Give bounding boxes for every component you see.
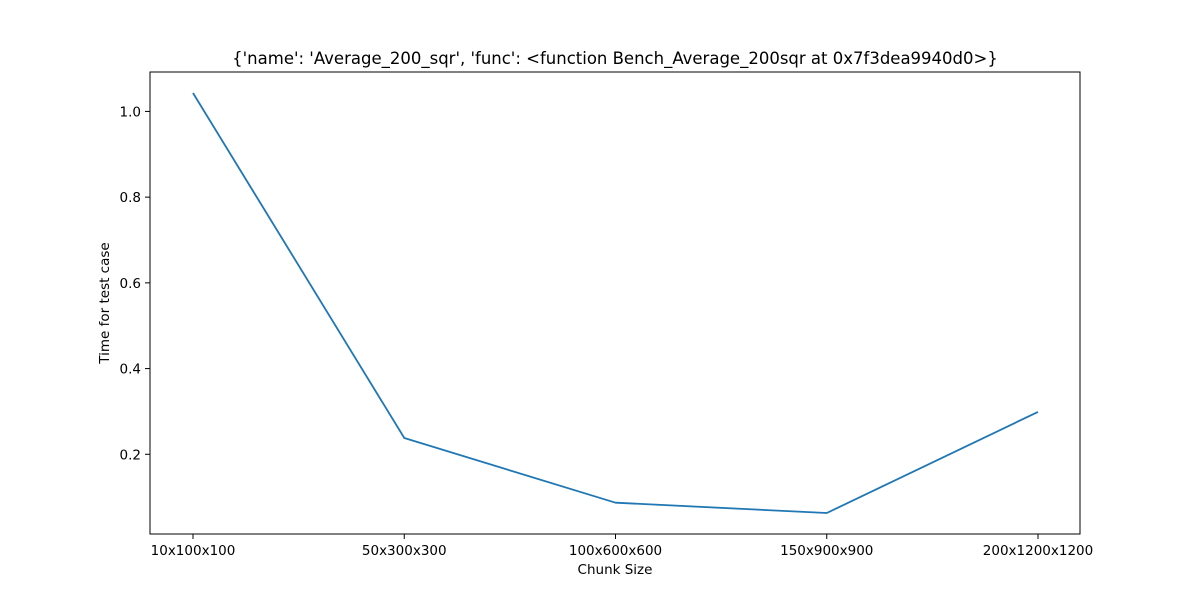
x-tick-label: 50x300x300 xyxy=(362,543,447,559)
x-axis-ticks: 10x100x100 50x300x300 100x600x600 150x900x9… xyxy=(151,534,1093,559)
series-line xyxy=(192,92,1039,514)
x-tick-label: 10x100x100 xyxy=(151,543,236,559)
y-tick-label: 1.0 xyxy=(120,104,141,120)
series-layer xyxy=(192,92,1039,514)
x-axis-label: Chunk Size xyxy=(578,562,653,578)
x-tick-label: 200x1200x1200 xyxy=(983,543,1093,559)
y-axis-label: Time for test case xyxy=(97,242,113,364)
x-tick-label: 150x900x900 xyxy=(780,543,873,559)
x-tick-label: 100x600x600 xyxy=(569,543,662,559)
y-tick-label: 0.6 xyxy=(120,276,141,292)
chart-title: {'name': 'Average_200_sqr', 'func': <fun… xyxy=(232,49,998,69)
y-tick-label: 0.2 xyxy=(120,447,141,463)
plot-area xyxy=(149,71,1081,535)
y-axis-ticks: 0.2 0.4 0.6 0.8 1.0 xyxy=(120,104,150,463)
y-tick-label: 0.4 xyxy=(120,362,141,378)
y-tick-label: 0.8 xyxy=(120,190,141,206)
